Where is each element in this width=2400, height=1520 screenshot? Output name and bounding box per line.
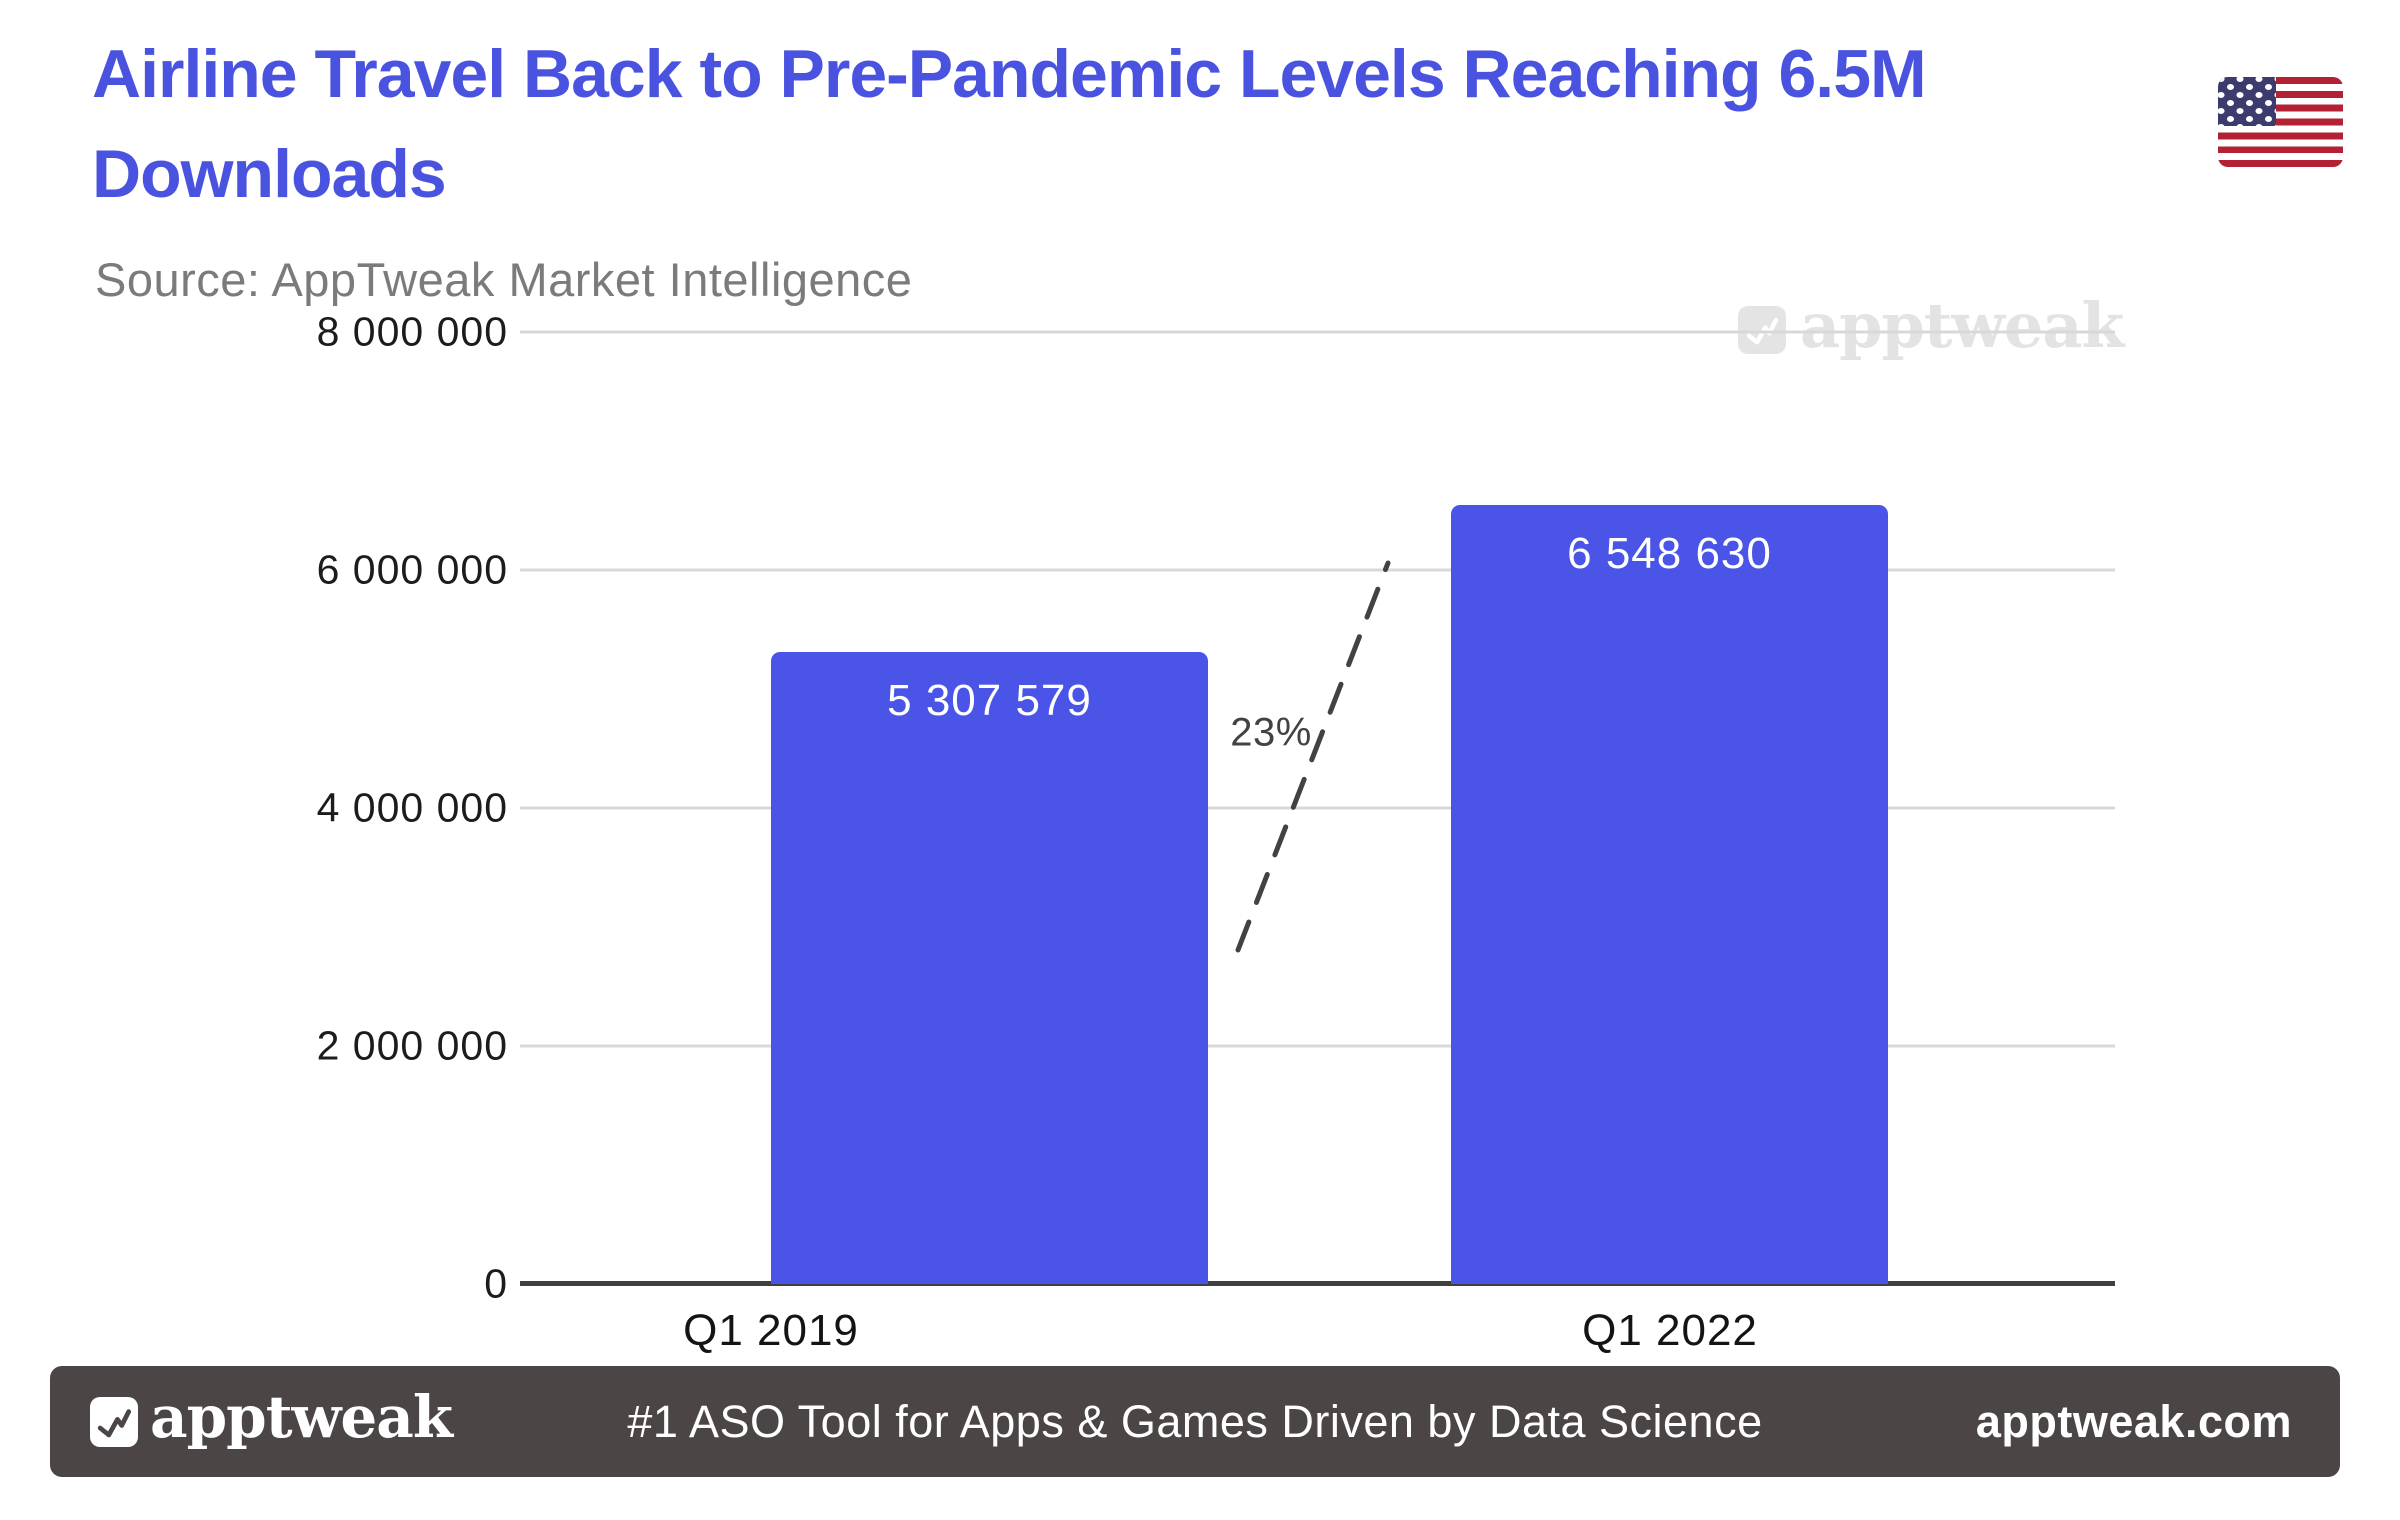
bar-q1-2019: 5 307 579 (771, 652, 1208, 1284)
watermark-brand-text: apptweak (1800, 289, 2124, 362)
footer-banner: apptweak #1 ASO Tool for Apps & Games Dr… (50, 1366, 2340, 1477)
footer-brand-text: apptweak (150, 1382, 453, 1451)
us-flag-icon (2218, 77, 2343, 167)
y-tick: 6 000 000 (316, 546, 508, 593)
y-tick: 2 000 000 (316, 1022, 508, 1069)
page-title-line2: Downloads (92, 136, 447, 212)
x-label-q1-2019: Q1 2019 (683, 1306, 859, 1355)
plot-area: 5 307 579 6 548 630 23% (520, 330, 2115, 1286)
y-axis-tick-labels: 8 000 000 6 000 000 4 000 000 2 000 000 … (252, 309, 508, 1307)
gridline-2m (520, 1044, 2115, 1048)
x-label-q1-2022: Q1 2022 (1582, 1306, 1758, 1355)
y-tick: 0 (484, 1260, 508, 1307)
y-tick: 4 000 000 (316, 784, 508, 831)
apptweak-logo-icon (90, 1396, 138, 1447)
trend-zigzag-icon (97, 1408, 132, 1437)
footer-tagline: #1 ASO Tool for Apps & Games Driven by D… (627, 1395, 1763, 1447)
footer-brand: apptweak (90, 1388, 453, 1451)
x-axis-line (520, 1281, 2115, 1286)
gridline-8m (520, 330, 2115, 334)
source-caption: Source: AppTweak Market Intelligence (95, 253, 913, 306)
growth-dashed-line (1235, 560, 1391, 953)
watermark: apptweak (1738, 295, 2124, 360)
footer-url: apptweak.com (1975, 1395, 2292, 1447)
bar-value-label: 6 548 630 (1567, 528, 1772, 578)
us-flag-canton (2218, 77, 2276, 126)
bar-q1-2022: 6 548 630 (1451, 504, 1888, 1284)
bar-value-label: 5 307 579 (887, 676, 1092, 726)
gridline-6m (520, 568, 2115, 572)
page-title: Airline Travel Back to Pre-Pandemic Leve… (92, 24, 2142, 224)
gridline-4m (520, 806, 2115, 810)
apptweak-logo-icon (1738, 306, 1786, 354)
growth-percentage-label: 23% (1230, 710, 1312, 755)
page-title-line1: Airline Travel Back to Pre-Pandemic Leve… (92, 36, 1927, 112)
y-tick: 8 000 000 (316, 308, 508, 355)
trend-zigzag-icon (1746, 317, 1779, 345)
